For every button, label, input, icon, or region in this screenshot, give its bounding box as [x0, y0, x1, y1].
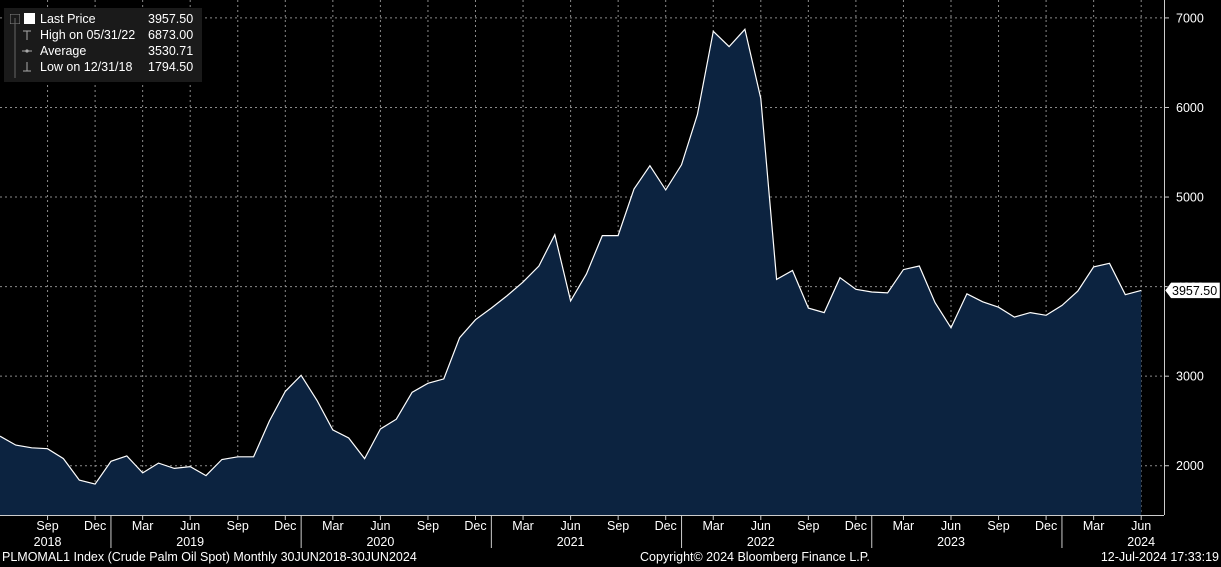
x-tick-label: Dec [274, 519, 296, 533]
footer-copyright: Copyright© 2024 Bloomberg Finance L.P. [640, 550, 870, 564]
y-tick-label: 6000 [1176, 101, 1204, 115]
x-year-label: 2021 [557, 535, 585, 549]
x-tick-label: Sep [987, 519, 1009, 533]
x-tick-label: Jun [751, 519, 771, 533]
x-tick-label: Mar [1083, 519, 1105, 533]
x-tick-label: Sep [417, 519, 439, 533]
x-tick-label: Mar [512, 519, 534, 533]
x-tick-label: Jun [941, 519, 961, 533]
y-tick-label: 7000 [1176, 11, 1204, 25]
last-price-tag [1164, 282, 1221, 299]
legend-item-average: Average 3530.71 [4, 43, 202, 59]
x-tick-label: Mar [702, 519, 724, 533]
legend-item-high: High on 05/31/22 6873.00 [4, 27, 202, 43]
x-tick-label: Dec [464, 519, 486, 533]
x-tick-label: Dec [84, 519, 106, 533]
y-tick-label: 2000 [1176, 459, 1204, 473]
price-line [0, 28, 1142, 485]
x-tick-label: Jun [1131, 519, 1151, 533]
x-tick-label: Mar [322, 519, 344, 533]
x-year-label: 2019 [176, 535, 204, 549]
x-tick-label: Jun [370, 519, 390, 533]
legend-label: Last Price [40, 12, 96, 26]
x-tick-label: Sep [797, 519, 819, 533]
last-price-marker: 3957.50 [1164, 282, 1221, 299]
footer-ticker-info: PLMOMAL1 Index (Crude Palm Oil Spot) Mon… [2, 550, 417, 564]
x-tick-label: Sep [36, 519, 58, 533]
y-axis-ticks: 200030004000500060007000 [1164, 11, 1204, 473]
legend-value: 3530.71 [148, 44, 194, 58]
price-area [0, 29, 1142, 516]
average-marker-icon [22, 49, 32, 53]
x-tick-label: Jun [561, 519, 581, 533]
x-axis-ticks: Sep 2018 Dec Mar Jun 2019 Sep Dec Mar Jun 2020 Sep D… [34, 515, 1155, 549]
x-year-label: 2023 [937, 535, 965, 549]
legend-item-low: Low on 12/31/18 1794.50 [4, 59, 202, 75]
legend-value: 3957.50 [148, 12, 194, 26]
last-price-label: 3957.50 [1172, 284, 1217, 298]
legend-connector [14, 18, 16, 78]
legend-label: Average [40, 44, 87, 58]
legend-label: Low on 12/31/18 [40, 60, 133, 74]
legend-label: High on 05/31/22 [40, 28, 136, 42]
legend-item-last-price: Last Price 3957.50 [4, 11, 202, 27]
x-year-label: 2018 [34, 535, 62, 549]
y-tick-label: 3000 [1176, 370, 1204, 384]
x-tick-label: Dec [845, 519, 867, 533]
x-tick-label: Mar [893, 519, 915, 533]
x-year-label: 2024 [1127, 535, 1155, 549]
y-tick-label: 5000 [1176, 191, 1204, 205]
high-marker-icon [23, 30, 31, 40]
x-tick-label: Sep [227, 519, 249, 533]
x-tick-label: Dec [1035, 519, 1057, 533]
x-tick-label: Sep [607, 519, 629, 533]
low-marker-icon [23, 62, 31, 72]
x-year-label: 2020 [366, 535, 394, 549]
x-tick-label: Mar [132, 519, 154, 533]
x-tick-label: Jun [180, 519, 200, 533]
last-price-swatch-icon [24, 13, 35, 24]
x-year-label: 2022 [747, 535, 775, 549]
legend-value: 6873.00 [148, 28, 194, 42]
x-tick-label: Dec [655, 519, 677, 533]
legend-value: 1794.50 [148, 60, 194, 74]
axes [0, 0, 1165, 516]
footer-timestamp: 12-Jul-2024 17:33:19 [1100, 550, 1219, 564]
legend: Last Price 3957.50 High on 05/31/22 6873… [4, 8, 202, 82]
